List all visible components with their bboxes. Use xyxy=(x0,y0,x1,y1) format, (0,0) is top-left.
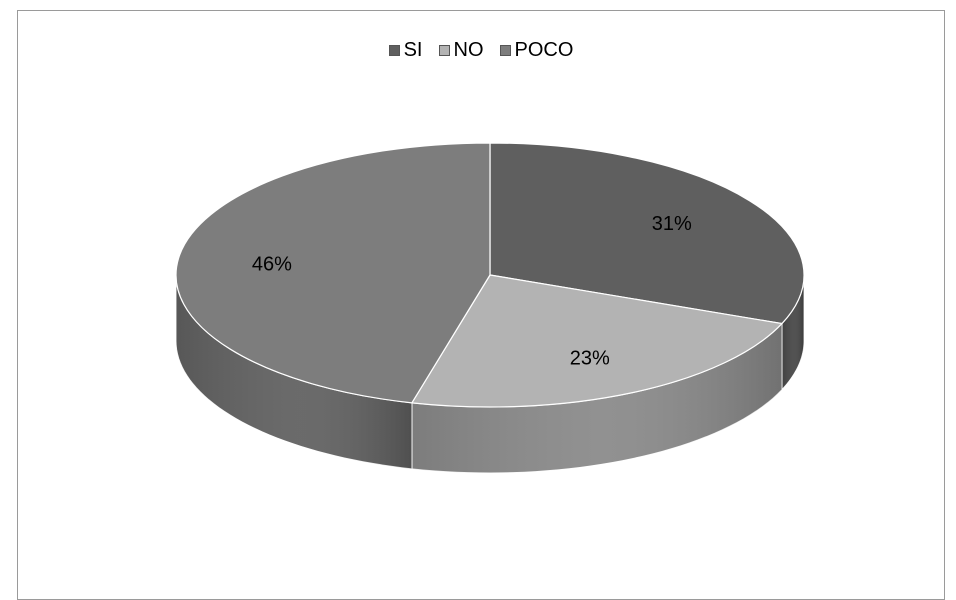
legend: SI NO POCO xyxy=(18,39,944,62)
pie-sides xyxy=(175,274,805,474)
pie-chart: 31% 23% 46% xyxy=(175,142,805,474)
legend-label-poco: POCO xyxy=(514,39,574,61)
legend-label-si: SI xyxy=(403,39,423,61)
pie-tops xyxy=(175,142,805,408)
pie-labels: 31% 23% 46% xyxy=(252,213,692,369)
data-label-no: 23% xyxy=(570,347,610,369)
legend-swatch-poco xyxy=(499,45,511,56)
legend-item-no: NO xyxy=(438,39,484,62)
pie-side-shade-no xyxy=(411,323,782,473)
pie-slice-si xyxy=(489,142,805,325)
legend-item-si: SI xyxy=(388,39,423,62)
pie-side-shade-si xyxy=(781,275,804,390)
legend-swatch-si xyxy=(388,45,400,56)
legend-label-no: NO xyxy=(453,39,484,61)
pie-slice-poco xyxy=(175,142,491,404)
pie-side-shade-poco xyxy=(176,275,412,469)
legend-item-poco: POCO xyxy=(499,39,574,62)
legend-swatch-no xyxy=(438,45,450,56)
data-label-si: 31% xyxy=(652,213,692,235)
pie-slice-no xyxy=(410,274,784,408)
data-label-poco: 46% xyxy=(252,253,292,275)
